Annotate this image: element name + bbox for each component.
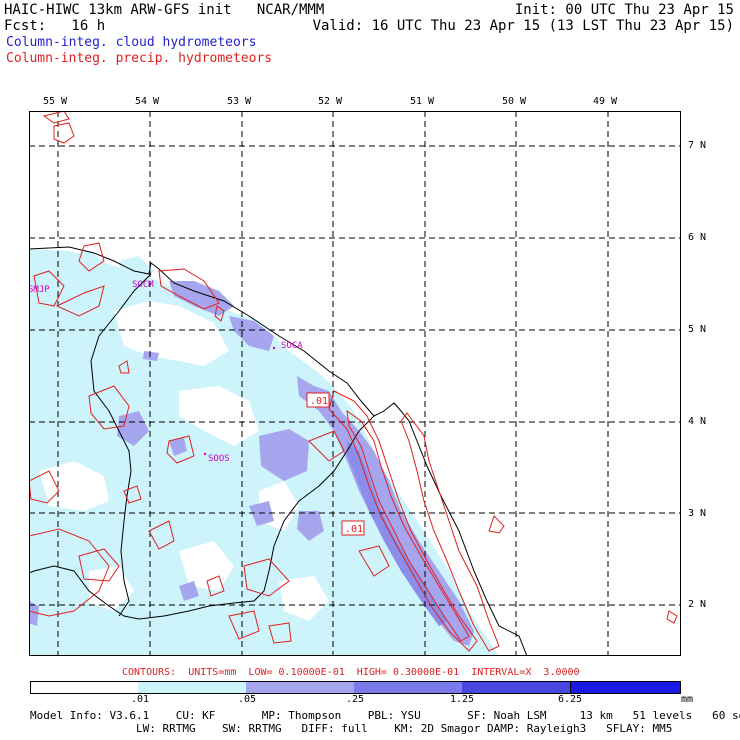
contour-label: .01: [345, 524, 363, 535]
coastline: [29, 246, 528, 656]
colorbar-units: mm: [681, 694, 694, 705]
lat-label: 5 N: [688, 324, 707, 335]
colorbar-tick: .01: [131, 694, 150, 705]
contour-label-box: .01: [341, 520, 365, 536]
colorbar-tick: 1.25: [450, 694, 475, 705]
colorbar-bin: [246, 681, 354, 694]
stations: SMJP SOCM SOCA SOOS: [29, 280, 303, 464]
station-label: SMJP: [29, 285, 50, 295]
contours-info: CONTOURS: UNITS=mm LOW= 0.10000E-01 HIGH…: [122, 667, 580, 678]
precip-legend-label: Column-integ. precip. hydrometeors: [6, 51, 273, 66]
valid-time: Valid: 16 UTC Thu 23 Apr 15 (13 LST Thu …: [312, 18, 734, 34]
cloud-fill-dark: [347, 441, 447, 626]
colorbar-bin: [354, 681, 462, 694]
model-info-line2: LW: RRTMG SW: RRTMG DIFF: full KM: 2D Sm…: [30, 722, 673, 735]
cloud-fill-mid: [29, 281, 474, 646]
lon-label: 53 W: [227, 96, 252, 107]
lat-label: 3 N: [688, 508, 707, 519]
colorbar-bin: [30, 681, 139, 694]
colorbar-tick: .25: [346, 694, 365, 705]
colorbar-bin: [462, 681, 570, 694]
colorbar-tick: 6.25: [558, 694, 583, 705]
colorbar-bin: [570, 681, 681, 694]
lon-label: 50 W: [502, 96, 527, 107]
precip-contours: [29, 111, 678, 652]
init-time: Init: 00 UTC Thu 23 Apr 15: [514, 2, 734, 18]
colorbar-tick: .05: [238, 694, 257, 705]
colorbar-bin: [138, 681, 246, 694]
station-label: SOCA: [281, 341, 303, 351]
contour-label-box: .01: [306, 392, 330, 408]
lon-label: 49 W: [593, 96, 618, 107]
title-line: HAIC-HIWC 13km ARW-GFS init NCAR/MMM: [4, 2, 325, 18]
lat-label: 4 N: [688, 416, 707, 427]
graticule: [29, 111, 681, 656]
lon-label: 52 W: [318, 96, 343, 107]
lon-label: 51 W: [410, 96, 435, 107]
map-panel: .01 .01 SMJP SOCM SOCA SOOS: [29, 111, 681, 656]
model-info-line1: Model Info: V3.6.1 CU: KF MP: Thompson P…: [30, 709, 740, 722]
lat-label: 2 N: [688, 599, 707, 610]
lat-label: 6 N: [688, 232, 707, 243]
forecast-hour: Fcst: 16 h: [4, 18, 106, 34]
lat-label: 7 N: [688, 140, 707, 151]
station-label: SOOS: [208, 454, 230, 464]
map-frame: [29, 111, 681, 656]
contour-label: .01: [310, 396, 328, 407]
station-label: SOCM: [132, 280, 154, 290]
lon-label: 54 W: [135, 96, 160, 107]
cloud-legend-label: Column-integ. cloud hydrometeors: [6, 35, 257, 50]
lon-label: 55 W: [43, 96, 68, 107]
